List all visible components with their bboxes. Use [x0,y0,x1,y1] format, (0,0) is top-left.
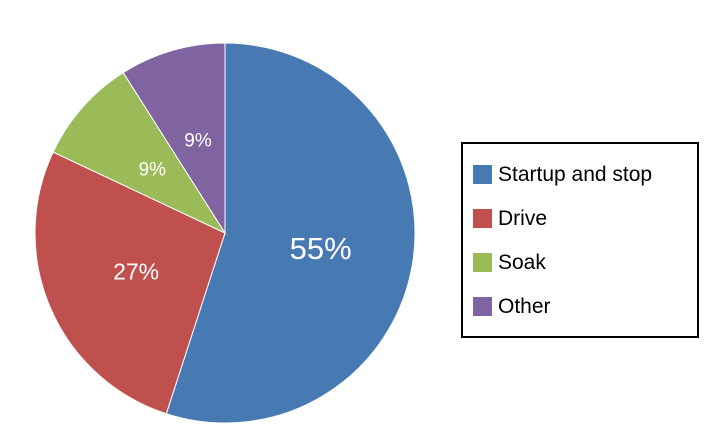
pie-slice-label-1: 27% [113,259,159,285]
legend-item-drive: Drive [473,196,687,240]
legend-item-soak: Soak [473,240,687,284]
legend-label-soak: Soak [498,250,546,274]
legend-swatch-soak [473,252,492,272]
legend-label-startup-and-stop: Startup and stop [498,162,653,186]
pie-slice-label-0: 55% [290,231,352,266]
legend: Startup and stop Drive Soak Other [461,142,699,338]
legend-item-startup-and-stop: Startup and stop [473,152,687,196]
pie-slice-0 [165,42,416,424]
pie-chart: 55% 27% 9% 9% [34,42,416,424]
legend-swatch-drive [473,208,492,228]
pie-slice-2 [52,71,227,235]
pie-slice-1 [34,151,226,415]
legend-item-other: Other [473,284,687,328]
pie-slice-3 [122,42,226,235]
pie-slice-label-2: 9% [139,160,167,181]
pie-slice-label-3: 9% [184,131,212,152]
legend-swatch-other [473,296,492,316]
legend-swatch-startup-and-stop [473,164,492,184]
legend-label-other: Other [498,294,551,318]
legend-label-drive: Drive [498,206,548,230]
